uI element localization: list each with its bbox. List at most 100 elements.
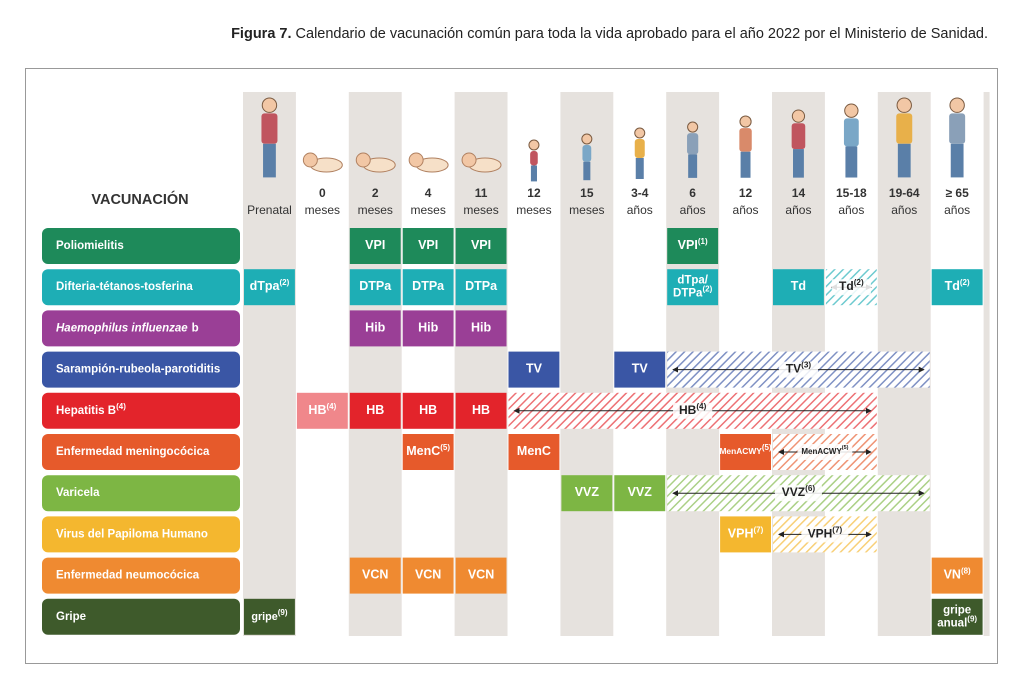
cell-text: TV [632, 362, 649, 376]
row-label: Hepatitis B(4) [56, 402, 126, 417]
vaccine-cell [244, 269, 295, 306]
cell-text: MenACWY [801, 447, 842, 456]
cell-text: Hib [471, 321, 492, 335]
cell-label: Hib [365, 321, 386, 335]
cell-label: anual(9) [937, 614, 977, 629]
cell-text: MenACWY [719, 446, 762, 456]
legs [950, 143, 964, 178]
column-age: 15-18 [836, 186, 867, 200]
column-stripe [983, 92, 990, 636]
head [261, 97, 278, 113]
cell-label: VPI [418, 238, 438, 252]
cell-label: TV [526, 362, 543, 376]
vaccine-cell [402, 310, 454, 347]
cell-label: MenC(5) [406, 443, 450, 458]
vaccine-cell [349, 557, 401, 594]
cell-text: Hib [418, 321, 439, 335]
torso [687, 133, 699, 155]
cell-text: DTPa [412, 279, 445, 293]
vaccine-cell [402, 434, 454, 470]
row-label: Sarampión-rubeola-parotiditis [56, 364, 220, 376]
vaccine-cell [455, 228, 507, 264]
column-age: ≥ 65 [946, 186, 970, 200]
person-icon [843, 103, 859, 178]
vaccine-cell [402, 269, 454, 306]
vaccine-cell [931, 598, 983, 635]
cell-sup: (7) [754, 526, 764, 535]
row-label-box [42, 475, 240, 512]
row-label-box [42, 516, 240, 553]
range-label-bg [797, 444, 853, 460]
vaccine-cell [349, 310, 401, 347]
cell-label: MenACWY(5) [719, 443, 772, 456]
range-label-bg [774, 485, 822, 502]
cell-sup: (5) [842, 445, 849, 451]
vaccine-cell [667, 269, 719, 306]
column-unit: meses [410, 203, 445, 217]
cell-label: VN(8) [944, 567, 971, 582]
cell-label: DTPa [412, 279, 445, 293]
cell-text: MenC [517, 444, 551, 458]
vaccine-cell [455, 392, 507, 429]
baby-head [355, 152, 371, 168]
legs [845, 146, 858, 178]
column-unit: años [944, 203, 970, 217]
column-age: 14 [792, 186, 806, 200]
torso [843, 118, 859, 147]
cell-text: Hib [365, 321, 386, 335]
cell-text: VPI [678, 238, 698, 252]
baby-head [408, 152, 424, 168]
cell-sup: (9) [278, 608, 288, 617]
table-header: VACUNACIÓN [91, 190, 188, 208]
cell-text: DTPa [465, 279, 498, 293]
cell-label: VPI(1) [678, 237, 708, 252]
head [581, 133, 593, 145]
row-label-box [42, 269, 240, 306]
cell-text: Td [945, 279, 960, 293]
column-age: 4 [425, 186, 432, 200]
vaccine-cell [349, 269, 401, 306]
column-unit: meses [305, 203, 340, 217]
cell-label: MenC [517, 444, 551, 458]
torso [261, 113, 278, 144]
legs [793, 149, 804, 178]
cell-text: dTpa/ [677, 275, 708, 287]
torso [949, 113, 966, 144]
legs [530, 165, 537, 182]
person-icon [355, 152, 396, 173]
range-label: HB(4) [679, 402, 707, 417]
vaccine-cell [455, 557, 507, 594]
column-age: 15 [580, 186, 594, 200]
cell-label: HB [419, 403, 437, 417]
column-unit: Prenatal [247, 203, 292, 217]
figure-frame [25, 68, 998, 664]
column-unit: años [785, 203, 811, 217]
torso [530, 151, 538, 166]
person-icon [896, 97, 913, 178]
baby-head [302, 152, 318, 168]
caption-label: Figura 7. [231, 26, 292, 42]
cell-text: MenC [406, 444, 440, 458]
row-label: Varicela [56, 487, 100, 499]
cell-text: VVZ [575, 485, 600, 499]
column-unit: meses [463, 203, 498, 217]
row-label-box [42, 351, 240, 388]
cell-label: DTPa [359, 279, 392, 293]
row-label: Enfermedad neumocócica [56, 570, 200, 582]
head [634, 127, 646, 139]
cell-label: VVZ [628, 485, 653, 499]
cell-text: DTPa [359, 279, 392, 293]
cell-text: VCN [415, 568, 441, 582]
range-label: Td(2) [839, 278, 864, 293]
legs [263, 143, 276, 178]
legs [740, 151, 751, 178]
range-label-bg [801, 526, 849, 543]
vaccine-cell [614, 475, 666, 512]
cell-sup: (8) [961, 567, 971, 576]
column-age: 3-4 [631, 186, 649, 200]
cell-text: HB [419, 403, 437, 417]
column-unit: meses [358, 203, 393, 217]
row-label-text: b [192, 322, 199, 334]
vaccine-cell [349, 392, 401, 429]
cell-sup: (4) [326, 402, 336, 411]
